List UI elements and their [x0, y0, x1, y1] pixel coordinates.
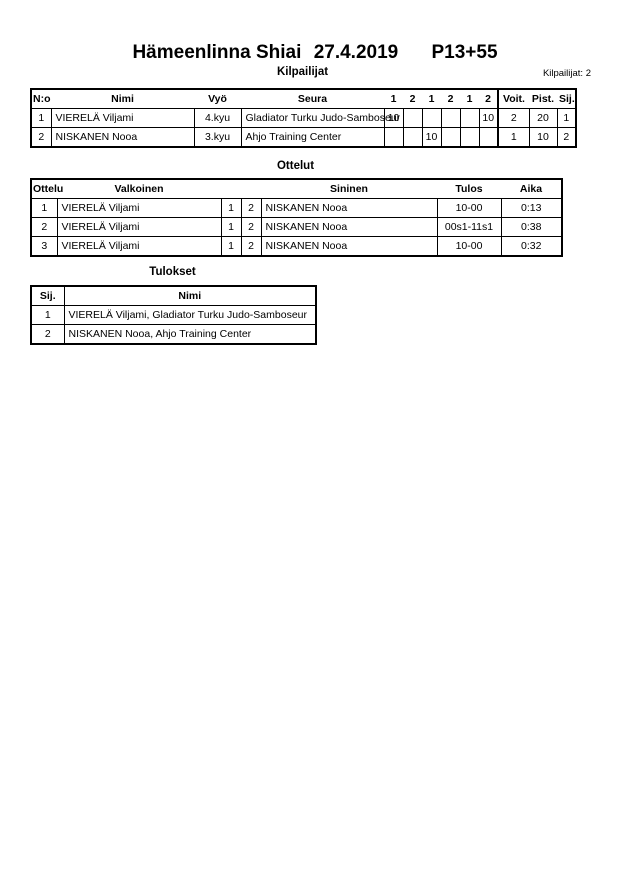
col-name: Nimi [63, 285, 317, 306]
category-label: P13+55 [431, 42, 498, 63]
match-time: 0:38 [500, 217, 563, 237]
white-name: VIERELÄ Viljami [56, 198, 222, 218]
competitor-belt: 3.kyu [193, 127, 242, 148]
col-score-4: 2 [441, 89, 460, 109]
col-place: Sij. [557, 89, 576, 109]
matches-header-row: Ottelu Valkoinen Sininen Tulos Aika [31, 179, 562, 199]
competitors-heading: Kilpailijat [276, 66, 329, 78]
competitor-row-2: 2 NISKANEN Nooa 3.kyu Ahjo Training Cent… [30, 127, 577, 148]
blue-no: 2 [240, 236, 262, 257]
col-club: Seura [241, 89, 384, 109]
col-score-6: 2 [479, 89, 498, 109]
result-row-1: 1 VIERELÄ Viljami, Gladiator Turku Judo-… [30, 305, 317, 325]
score-cell [459, 108, 480, 128]
competitor-points: 20 [528, 108, 558, 128]
score-cell [402, 127, 423, 148]
competitor-points: 10 [528, 127, 558, 148]
blue-no: 2 [240, 198, 262, 218]
col-white-no [221, 179, 241, 199]
score-cell [402, 108, 423, 128]
blue-name: NISKANEN Nooa [260, 198, 438, 218]
col-score-1: 1 [384, 89, 403, 109]
result-row-2: 2 NISKANEN Nooa, Ahjo Training Center [30, 324, 317, 345]
white-name: VIERELÄ Viljami [56, 236, 222, 257]
white-no: 1 [220, 198, 242, 218]
score-cell: 10 [421, 127, 442, 148]
match-row-2: 2 VIERELÄ Viljami 1 2 NISKANEN Nooa 00s1… [30, 217, 563, 237]
col-result: Tulos [437, 179, 501, 199]
event-date: 27.4.2019 [313, 42, 399, 63]
blue-name: NISKANEN Nooa [260, 236, 438, 257]
competitor-wins: 2 [497, 108, 530, 128]
col-score-3: 1 [422, 89, 441, 109]
match-result: 10-00 [436, 236, 502, 257]
competitor-count: Kilpailijat: 2 [542, 68, 591, 79]
score-cell [440, 127, 461, 148]
match-row-3: 3 VIERELÄ Viljami 1 2 NISKANEN Nooa 10-0… [30, 236, 563, 257]
col-belt: Vyö [194, 89, 241, 109]
competitor-place: 2 [556, 127, 577, 148]
competitor-row-1: 1 VIERELÄ Viljami 4.kyu Gladiator Turku … [30, 108, 577, 128]
matches-table: Ottelu Valkoinen Sininen Tulos Aika 1 VI… [30, 178, 563, 257]
white-no: 1 [220, 236, 242, 257]
col-white: Valkoinen [57, 179, 221, 199]
col-no: N:o [31, 89, 51, 109]
competitor-no: 2 [30, 127, 52, 148]
result-place: 2 [30, 324, 65, 345]
match-row-1: 1 VIERELÄ Viljami 1 2 NISKANEN Nooa 10-0… [30, 198, 563, 218]
score-cell [440, 108, 461, 128]
col-points: Pist. [529, 89, 557, 109]
col-blue: Sininen [261, 179, 437, 199]
event-name: Hämeenlinna Shiai [132, 42, 302, 63]
match-time: 0:32 [500, 236, 563, 257]
score-cell: 10 [478, 108, 499, 128]
col-score-5: 1 [460, 89, 479, 109]
result-name: NISKANEN Nooa, Ahjo Training Center [63, 324, 317, 345]
match-result: 00s1-11s1 [436, 217, 502, 237]
matches-heading: Ottelut [276, 160, 315, 172]
result-name: VIERELÄ Viljami, Gladiator Turku Judo-Sa… [63, 305, 317, 325]
competitor-no: 1 [30, 108, 52, 128]
col-match: Ottelu [31, 179, 63, 199]
match-time: 0:13 [500, 198, 563, 218]
match-no: 2 [30, 217, 58, 237]
competitor-club: Gladiator Turku Judo-Samboseur [240, 108, 400, 128]
competitor-name: NISKANEN Nooa [50, 127, 195, 148]
competitor-club: Ahjo Training Center [240, 127, 385, 148]
col-score-2: 2 [403, 89, 422, 109]
col-name: Nimi [51, 89, 194, 109]
page-title: Hämeenlinna Shiai 27.4.2019 P13+55 [0, 42, 630, 64]
col-place: Sij. [30, 285, 65, 306]
blue-name: NISKANEN Nooa [260, 217, 438, 237]
competitor-wins: 1 [497, 127, 530, 148]
score-cell [459, 127, 480, 148]
blue-no: 2 [240, 217, 262, 237]
col-time: Aika [501, 179, 562, 199]
results-heading: Tulokset [149, 266, 196, 278]
score-cell [478, 127, 499, 148]
match-result: 10-00 [436, 198, 502, 218]
competitor-name: VIERELÄ Viljami [50, 108, 195, 128]
result-place: 1 [30, 305, 65, 325]
score-cell [383, 127, 404, 148]
competitors-table: N:o Nimi Vyö Seura 1 2 1 2 1 2 Voit. Pis… [30, 88, 577, 148]
competitors-header-row: N:o Nimi Vyö Seura 1 2 1 2 1 2 Voit. Pis… [31, 89, 576, 109]
match-no: 1 [30, 198, 58, 218]
score-cell [421, 108, 442, 128]
col-blue-no [241, 179, 261, 199]
results-table: Sij. Nimi 1 VIERELÄ Viljami, Gladiator T… [30, 285, 317, 345]
white-name: VIERELÄ Viljami [56, 217, 222, 237]
white-no: 1 [220, 217, 242, 237]
competitor-belt: 4.kyu [193, 108, 242, 128]
match-no: 3 [30, 236, 58, 257]
results-header-row: Sij. Nimi [30, 285, 317, 306]
col-wins: Voit. [497, 89, 529, 109]
competitor-place: 1 [556, 108, 577, 128]
